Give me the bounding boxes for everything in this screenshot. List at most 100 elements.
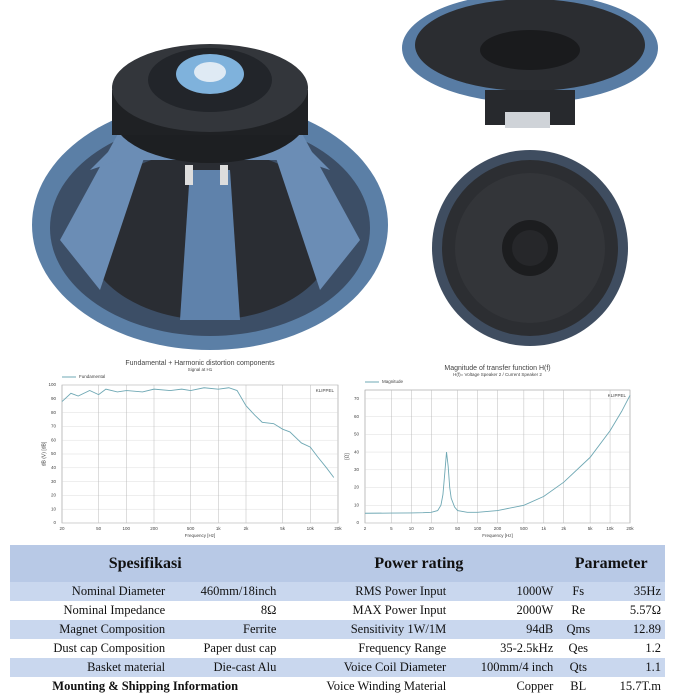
x-axis-label: Frequency [Hz] [482,533,513,538]
table-cell: 8Ω [169,601,281,620]
x-tick-label: 100 [123,526,131,531]
table-row: Basket material Die-cast Alu Voice Coil Di… [10,658,665,677]
x-tick-label: 20k [626,526,634,531]
table-header: Spesifikasi Power rating Parameter [10,545,665,582]
x-tick-label: 200 [494,526,502,531]
table-cell: RMS Power Input [280,582,451,601]
x-tick-label: 5k [588,526,594,531]
table-cell: 1000W [450,582,558,601]
spec-table: Spesifikasi Power rating Parameter Nominal… [10,545,665,696]
table-cell: Qts [557,658,600,677]
x-tick-label: 500 [520,526,528,531]
x-tick-label: 1k [541,526,547,531]
charts: Fundamental + Harmonic distortion compon… [41,360,634,538]
table-cell: 2000W [450,601,558,620]
table-row: Magnet Composition Ferrite Sensitivity 1W/… [10,620,665,639]
x-tick-label: 5 [390,526,393,531]
y-tick-label: 80 [51,410,57,415]
table-cell: Nominal Diameter [10,582,170,601]
table-header-cell: Parameter [557,545,665,582]
table-cell: 1.2 [599,639,665,658]
table-cell: Basket material [10,658,170,677]
y-tick-label: 40 [354,449,360,454]
legend-label: Magnitude [382,379,404,384]
brand-label: KLIPPEL [608,393,627,398]
x-tick-label: 20k [334,526,342,531]
y-tick-label: 70 [51,424,57,429]
y-tick-label: 100 [48,382,56,387]
table-cell: Qms [557,620,600,639]
table-cell: Frequency Range [280,639,451,658]
table-row: Nominal Diameter 460mm/18inch RMS Power In… [10,582,665,601]
y-tick-label: 50 [51,451,57,456]
table-cell: 460mm/18inch [169,582,281,601]
table-cell: 94dB [450,620,558,639]
y-tick-label: 30 [354,467,360,472]
y-axis-label: [Ω] [344,453,350,460]
legend-label: Fundamental [79,374,105,379]
x-tick-label: 10k [606,526,614,531]
y-tick-label: 0 [53,520,56,525]
table-row: Dust cap Composition Paper dust cap Freque… [10,639,665,658]
chart-title: Magnitude of transfer function H(f) [444,365,550,372]
y-tick-label: 60 [354,414,360,419]
x-tick-label: 20 [59,526,65,531]
table-cell: Paper dust cap [169,639,281,658]
table-cell: MAX Power Input [280,601,451,620]
x-tick-label: 200 [150,526,158,531]
table-row: Nominal Impedance 8Ω MAX Power Input 2000W R… [10,601,665,620]
table-cell: Nominal Impedance [10,601,170,620]
y-tick-label: 10 [51,506,57,511]
table-cell: BL [557,677,600,696]
data-line [61,387,335,478]
table-cell: Copper [450,677,558,696]
x-tick-label: 1k [216,526,222,531]
table-cell: Voice Winding Material [280,677,451,696]
table-cell: Fs [557,582,600,601]
x-tick-label: 10k [307,526,315,531]
table-cell: Dust cap Composition [10,639,170,658]
x-tick-label: 2 [364,526,367,531]
y-tick-label: 70 [354,396,360,401]
table-cell: 12.89 [599,620,665,639]
y-tick-label: 50 [354,432,360,437]
speaker-front-photo [432,150,628,346]
brand-label: KLIPPEL [316,388,335,393]
table-cell: 35-2.5kHz [450,639,558,658]
x-tick-label: 50 [96,526,102,531]
x-tick-label: 2k [561,526,567,531]
x-tick-label: 20 [429,526,435,531]
x-tick-label: 10 [409,526,415,531]
y-tick-label: 60 [51,437,57,442]
table-cell: 5.57Ω [599,601,665,620]
table-cell: 100mm/4 inch [450,658,558,677]
table-cell: Sensitivity 1W/1M [280,620,451,639]
table-cell: Die-cast Alu [169,658,281,677]
x-tick-label: 2k [244,526,250,531]
y-tick-label: 20 [51,493,57,498]
y-tick-label: 20 [354,485,360,490]
chart-subtitle: H(f)= Voltage Speaker 2 / Current Speake… [453,372,542,377]
product-photos [32,0,658,350]
table-cell: Qes [557,639,600,658]
table-cell: 1.1 [599,658,665,677]
speaker-rear-photo [32,44,388,350]
table-header-cell: Power rating [280,545,558,582]
y-tick-label: 90 [51,396,57,401]
table-cell: 15.7T.m [599,677,665,696]
table-cell: Re [557,601,600,620]
speaker-angle-photo [402,0,658,128]
data-line [364,395,631,514]
y-tick-label: 40 [51,465,57,470]
x-tick-label: 500 [187,526,195,531]
chart-title: Fundamental + Harmonic distortion compon… [125,360,275,367]
y-tick-label: 30 [51,479,57,484]
chart-subtitle: Signal at H1 [188,367,213,372]
x-tick-label: 5k [280,526,286,531]
x-axis-label: Frequency [Hz] [185,533,216,538]
y-tick-label: 0 [356,520,359,525]
x-tick-label: 50 [455,526,461,531]
table-cell: Ferrite [169,620,281,639]
table-cell: Voice Coil Diameter [280,658,451,677]
